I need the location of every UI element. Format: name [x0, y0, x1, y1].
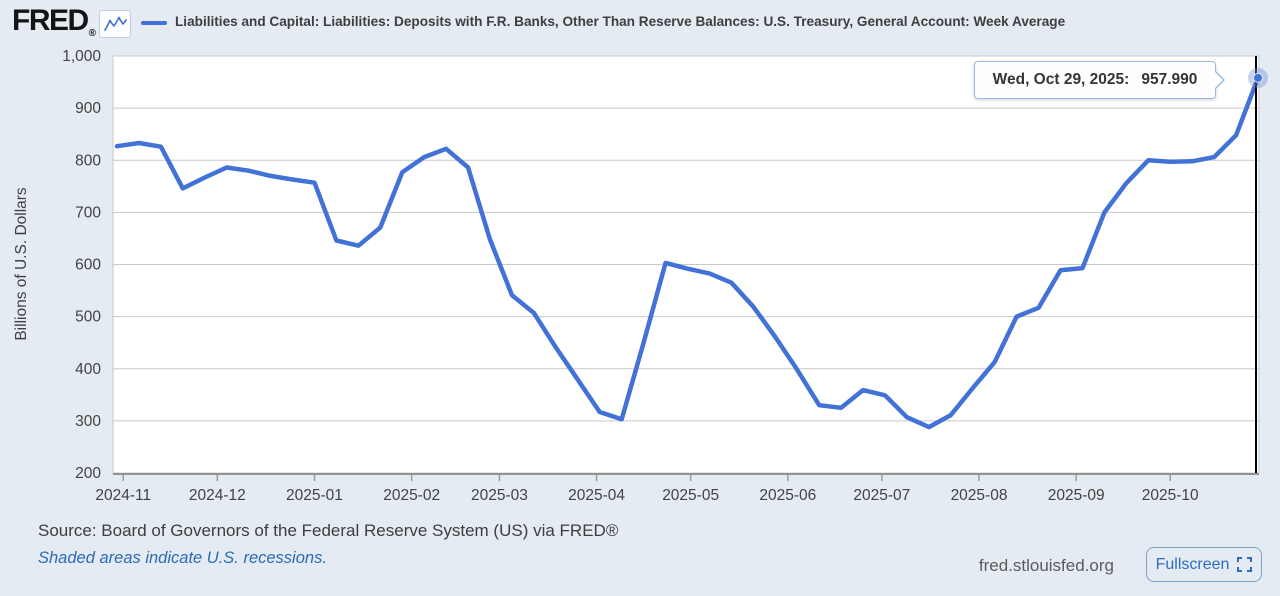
x-axis-tick-label: 2025-03 — [471, 487, 528, 504]
x-axis-tick-label: 2025-04 — [568, 487, 625, 504]
site-url: fred.stlouisfed.org — [978, 556, 1114, 575]
y-axis-tick-label: 700 — [75, 204, 101, 221]
time-series-chart[interactable]: 1,000 900 800 700 600 500 400 300 200 2024-11 2024… — [0, 0, 1280, 512]
x-axis-tick-label: 2025-05 — [662, 487, 719, 504]
x-axis-tick-label: 2025-10 — [1142, 487, 1199, 504]
fullscreen-button[interactable]: Fullscreen — [1146, 547, 1262, 582]
x-axis-tick-label: 2025-07 — [853, 487, 910, 504]
tooltip-value: 957.990 — [1141, 71, 1198, 88]
legend-item[interactable]: Liabilities and Capital: Liabilities: De… — [141, 14, 1065, 29]
legend-line-swatch — [141, 20, 167, 25]
x-axis-tick-label: 2025-08 — [951, 487, 1008, 504]
y-axis-tick-label: 800 — [75, 152, 101, 169]
x-axis-tick-label: 2024-12 — [189, 487, 246, 504]
fred-sparkline-icon — [99, 10, 131, 38]
x-axis-tick-label: 2025-02 — [383, 487, 440, 504]
tooltip-date: Wed, Oct 29, 2025: — [992, 71, 1130, 88]
y-axis-tick-label: 900 — [75, 100, 101, 117]
series-title: Liabilities and Capital: Liabilities: De… — [175, 14, 1066, 29]
fred-logo-text: FRED — [12, 4, 89, 37]
fred-logo[interactable]: FRED® — [12, 4, 96, 39]
y-axis-tick-label: 400 — [75, 361, 101, 378]
data-point-marker[interactable] — [1253, 72, 1263, 83]
series-line — [114, 75, 1261, 430]
x-axis-tick-label: 2025-09 — [1048, 487, 1105, 504]
data-tooltip: Wed, Oct 29, 2025: 957.990 — [974, 61, 1225, 99]
y-axis-tick-label: 500 — [75, 309, 101, 326]
x-axis-tick-label: 2025-01 — [286, 487, 343, 504]
y-axis-tick-label: 600 — [75, 257, 101, 274]
y-axis-tick-label: 1,000 — [62, 48, 101, 65]
x-axis-tick-label: 2025-06 — [759, 487, 816, 504]
y-axis-tick-label: 300 — [75, 413, 101, 430]
y-axis-title: Billions of U.S. Dollars — [13, 187, 30, 341]
fullscreen-label: Fullscreen — [1155, 555, 1230, 573]
recession-note-link[interactable]: Shaded areas indicate U.S. recessions. — [38, 549, 327, 567]
x-axis-tick-label: 2024-11 — [95, 487, 151, 504]
source-attribution: Source: Board of Governors of the Federa… — [38, 521, 619, 540]
fullscreen-icon — [1237, 557, 1253, 572]
registered-mark: ® — [88, 28, 96, 39]
y-axis-tick-label: 200 — [75, 465, 101, 482]
